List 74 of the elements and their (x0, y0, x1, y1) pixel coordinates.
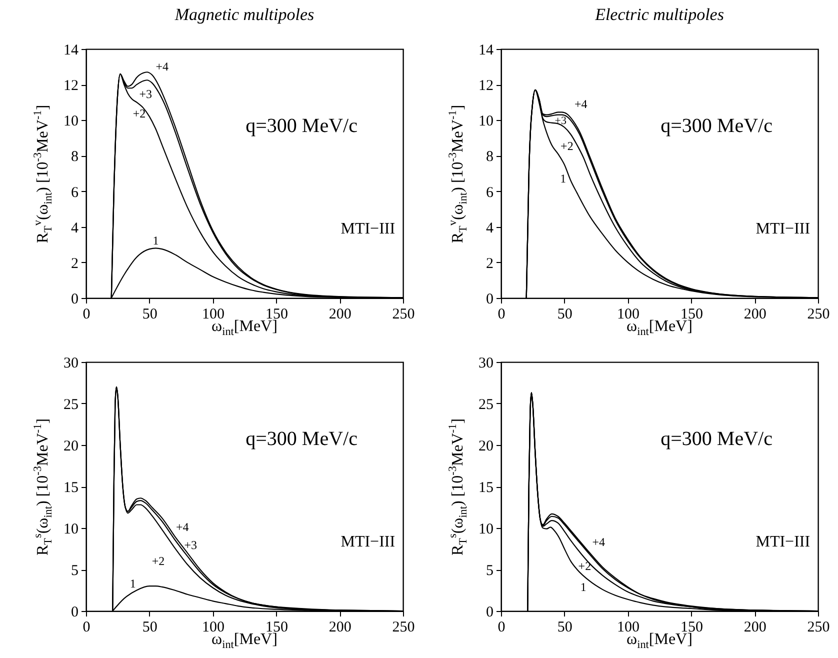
annotation: +2 (152, 554, 165, 568)
chart-title: Magnetic multipoles (174, 5, 315, 24)
y-tick-label: 12 (478, 78, 494, 94)
x-tick-label: 50 (557, 620, 572, 636)
x-tick-label: 250 (807, 620, 830, 636)
y-tick-label: 30 (64, 356, 78, 372)
x-tick-label: 250 (807, 306, 830, 322)
x-tick-label: 0 (498, 620, 506, 636)
annotation: 1 (152, 234, 159, 248)
annotation: +4 (176, 520, 189, 534)
annotation: +3 (184, 538, 197, 552)
annotation: q=300 MeV/c (246, 115, 358, 138)
annotation: MTI−III (756, 220, 810, 238)
x-tick-label: 200 (328, 620, 352, 636)
y-tick-label: 15 (478, 480, 494, 496)
y-tick-label: 2 (71, 256, 78, 272)
y-tick-label: 0 (71, 604, 78, 620)
annotation: 1 (560, 171, 566, 186)
y-tick-label: 14 (478, 42, 494, 58)
x-tick-label: 100 (202, 306, 225, 322)
x-tick-label: 0 (498, 306, 506, 322)
y-tick-label: 25 (64, 397, 78, 413)
x-tick-label: 200 (744, 306, 766, 322)
y-tick-label: 0 (486, 604, 494, 620)
y-tick-label: 8 (486, 149, 494, 166)
x-tick-label: 200 (328, 306, 352, 322)
annotation: 1 (580, 580, 586, 594)
annotation: +4 (156, 59, 168, 74)
y-tick-label: 0 (71, 292, 78, 308)
x-tick-label: 50 (557, 306, 572, 322)
y-tick-label: 4 (71, 220, 79, 236)
y-tick-label: 5 (486, 563, 494, 579)
y-tick-label: 30 (478, 356, 494, 372)
annotation: q=300 MeV/c (660, 428, 773, 450)
annotation: +2 (560, 139, 574, 154)
x-tick-label: 0 (82, 306, 90, 322)
y-tick-label: 15 (64, 480, 78, 496)
y-tick-label: 10 (64, 522, 78, 538)
y-tick-label: 8 (71, 149, 78, 166)
annotation: MTI−III (756, 533, 810, 550)
y-tick-label: 10 (478, 114, 494, 130)
annotation: +2 (132, 106, 146, 121)
x-tick-label: 100 (617, 306, 640, 322)
y-tick-label: 6 (71, 184, 79, 201)
y-tick-label: 14 (64, 42, 79, 58)
x-tick-label: 0 (82, 620, 90, 636)
annotation: MTI−III (340, 533, 396, 550)
x-tick-label: 100 (617, 620, 640, 636)
annotation: 1 (130, 576, 136, 591)
y-tick-label: 5 (71, 563, 78, 579)
annotation: q=300 MeV/c (660, 115, 773, 138)
x-tick-label: 50 (142, 306, 158, 322)
x-tick-label: 250 (392, 306, 415, 322)
annotation: +3 (139, 86, 152, 101)
y-tick-label: 10 (64, 114, 78, 130)
x-tick-label: 100 (202, 620, 225, 636)
annotation: +4 (592, 535, 606, 550)
x-tick-label: 50 (142, 620, 158, 636)
x-tick-label: 200 (744, 620, 766, 636)
annotation: q=300 MeV/c (246, 428, 358, 450)
x-tick-label: 250 (392, 620, 415, 636)
y-tick-label: 20 (478, 438, 494, 454)
annotation: MTI−III (340, 220, 396, 238)
y-tick-label: 0 (486, 292, 494, 308)
y-tick-label: 6 (486, 184, 494, 201)
chart-title: Electric multipoles (594, 5, 724, 24)
y-tick-label: 10 (478, 522, 494, 538)
y-tick-label: 20 (64, 438, 78, 454)
annotation: +3 (554, 115, 567, 128)
y-tick-label: 4 (486, 220, 494, 236)
y-tick-label: 25 (478, 397, 494, 413)
y-tick-label: 12 (64, 78, 78, 94)
y-tick-label: 2 (486, 256, 494, 272)
annotation: +4 (574, 96, 588, 111)
